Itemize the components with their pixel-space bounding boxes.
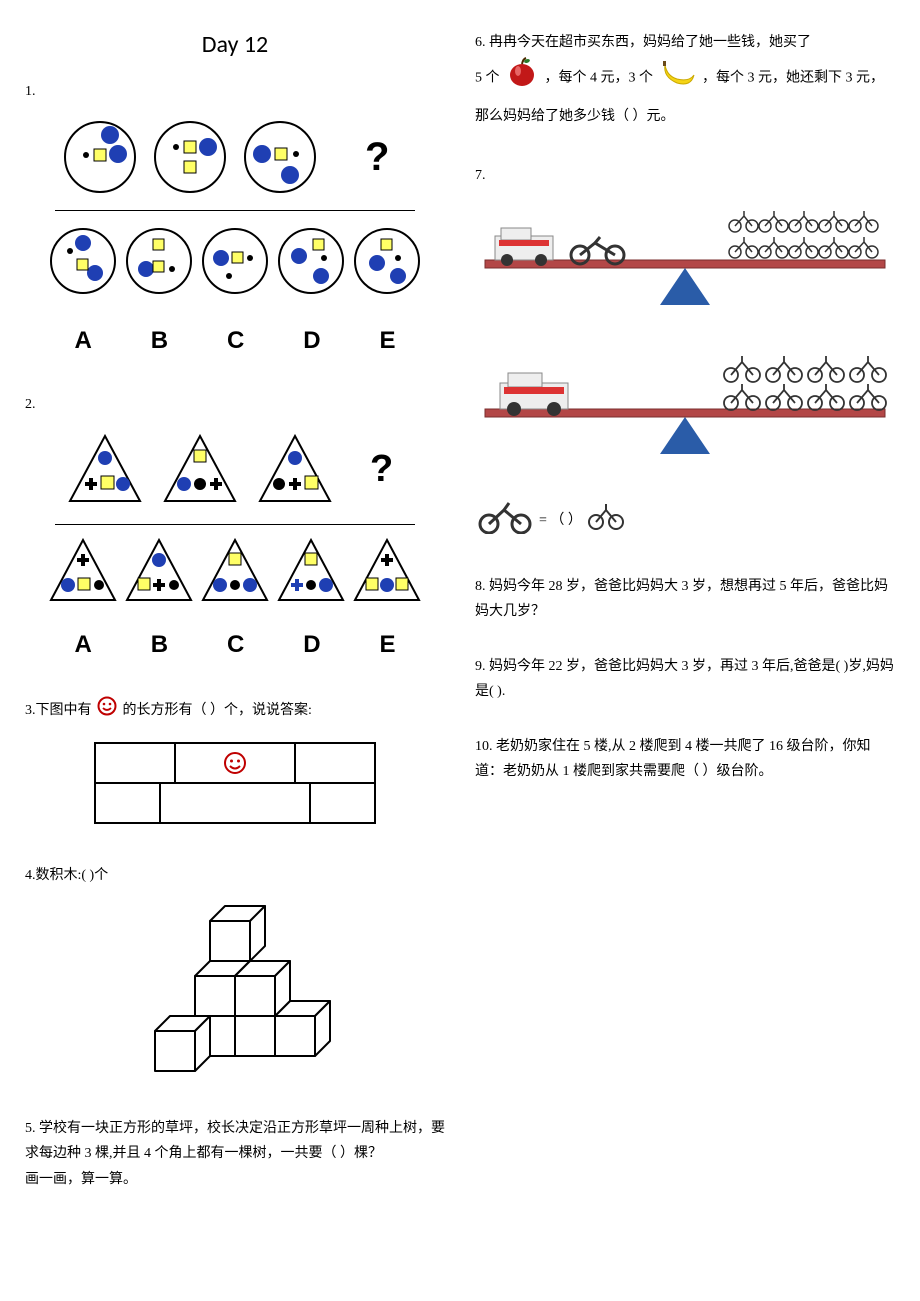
q1-figure-options (45, 221, 425, 311)
q2-opt-b: B (151, 623, 168, 666)
banana-icon (659, 57, 697, 100)
q2-opt-c: C (227, 623, 244, 666)
question-7: 7. (475, 163, 895, 544)
q8-text: 8. 妈妈今年 28 岁，爸爸比妈妈大 3 岁，想想再过 5 年后，爸爸比妈妈大… (475, 574, 895, 624)
question-8: 8. 妈妈今年 28 岁，爸爸比妈妈大 3 岁，想想再过 5 年后，爸爸比妈妈大… (475, 574, 895, 624)
q2-opt-a: A (74, 623, 91, 666)
svg-text:?: ? (365, 135, 389, 179)
question-2: 2. (25, 392, 445, 665)
page-title: Day 12 (25, 30, 445, 59)
q5-line2: 画一画，算一算。 (25, 1167, 445, 1192)
q3-mid: 的长方形有（ ）个，说说答案: (123, 703, 312, 718)
q6-seg-pre: 5 个 (475, 71, 500, 86)
question-9: 9. 妈妈今年 22 岁，爸爸比妈妈大 3 岁，再过 3 年后,爸爸是( )岁,… (475, 654, 895, 704)
q1-num: 1. (25, 79, 445, 104)
q7-num: 7. (475, 163, 895, 188)
q6-line1: 6. 冉冉今天在超市买东西，妈妈给了她一些钱，她买了 (475, 30, 895, 55)
smiley-icon (97, 696, 117, 725)
q1-opt-d: D (303, 319, 320, 362)
q1-opt-a: A (74, 319, 91, 362)
q1-opt-c: C (227, 319, 244, 362)
q5-line1: 5. 学校有一块正方形的草坪，校长决定沿正方形草坪一周种上树，要求每边种 3 棵… (25, 1116, 445, 1166)
q2-figure-options (45, 535, 425, 615)
q3-prefix: 3.下图中有 (25, 703, 92, 718)
question-10: 10. 老奶奶家住在 5 楼,从 2 楼爬到 4 楼一共爬了 16 级台阶，你知… (475, 734, 895, 784)
seesaw-2 (475, 349, 895, 459)
q9-text: 9. 妈妈今年 22 岁，爸爸比妈妈大 3 岁，再过 3 年后,爸爸是( )岁,… (475, 654, 895, 704)
seesaw-1 (475, 200, 895, 310)
q4-cubes (125, 896, 345, 1086)
q10-text: 10. 老奶奶家住在 5 楼,从 2 楼爬到 4 楼一共爬了 16 级台阶，你知… (475, 734, 895, 784)
apple-icon (505, 55, 539, 102)
question-3: 3.下图中有 的长方形有（ ）个，说说答案: (25, 696, 445, 833)
motorcycle-icon (477, 498, 533, 543)
q1-figure-sequence: ? (55, 112, 415, 202)
q2-opt-d: D (303, 623, 320, 666)
question-4: 4.数积木:( )个 (25, 863, 445, 1086)
question-5: 5. 学校有一块正方形的草坪，校长决定沿正方形草坪一周种上树，要求每边种 3 棵… (25, 1116, 445, 1192)
q7-eq: = （ ） (539, 508, 582, 533)
bicycle-icon (588, 502, 624, 539)
q1-opt-e: E (380, 319, 396, 362)
question-6: 6. 冉冉今天在超市买东西，妈妈给了她一些钱，她买了 5 个 ，每个 4 元，3… (475, 30, 895, 133)
q4-text: 4.数积木:( )个 (25, 863, 445, 888)
q2-opt-e: E (380, 623, 396, 666)
q2-num: 2. (25, 392, 445, 417)
q2-figure-sequence: ? (55, 426, 415, 516)
question-1: 1. (25, 79, 445, 362)
q6-seg-mid: ，每个 4 元，3 个 (545, 71, 654, 86)
svg-text:?: ? (370, 448, 393, 490)
q3-grid (85, 733, 385, 833)
q1-opt-b: B (151, 319, 168, 362)
